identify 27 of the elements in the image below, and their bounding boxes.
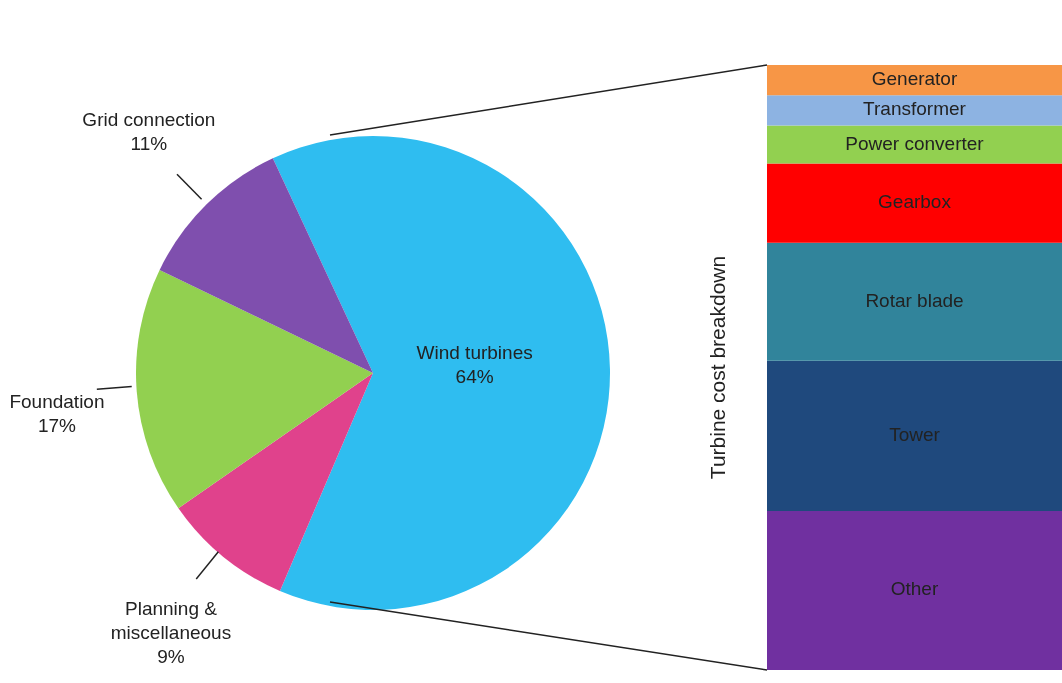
series-label: Generator: [871, 68, 958, 90]
pie-slice: [136, 269, 373, 509]
series-label: Power converter: [845, 132, 985, 154]
series-label: Rotar blade: [865, 289, 964, 311]
data-label: 17%: [37, 415, 77, 437]
bar: [767, 360, 1062, 511]
bar: [767, 163, 1062, 243]
slice-label: Grid connection: [82, 108, 216, 130]
bar: [767, 242, 1062, 361]
bar: [767, 510, 1062, 670]
series-label: Gearbox: [878, 191, 952, 213]
series-label: Transformer: [863, 98, 967, 120]
bar: [767, 125, 1062, 164]
data-label: 9%: [157, 646, 185, 668]
pie-slice: [272, 136, 610, 610]
pie-slice: [159, 158, 373, 373]
slice-label: Foundation: [9, 391, 105, 413]
series-label: Tower: [889, 423, 941, 445]
y-axis-title: Turbine cost breakdown: [706, 255, 730, 480]
slice-label: Planning & miscellaneous: [110, 598, 232, 644]
data-label: 11%: [130, 132, 168, 154]
slice-label: Wind turbines: [416, 342, 533, 364]
bar: [767, 65, 1062, 96]
series-label: Other: [890, 578, 939, 600]
data-label: 64%: [455, 366, 494, 388]
pie-slice: [178, 373, 373, 591]
bar: [767, 95, 1062, 126]
